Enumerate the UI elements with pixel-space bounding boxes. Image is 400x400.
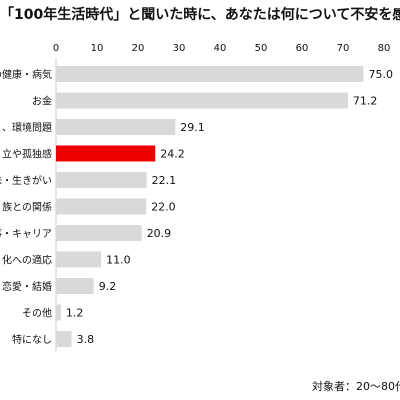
value-label: 1.2 xyxy=(66,307,84,320)
bar xyxy=(56,331,72,347)
value-label: 75.0 xyxy=(369,68,394,81)
bar xyxy=(56,66,364,82)
category-label: 事・キャリア xyxy=(0,227,52,240)
value-label: 11.0 xyxy=(106,254,131,267)
category-label: 化への適応 xyxy=(2,254,52,267)
value-label: 22.0 xyxy=(151,201,176,214)
x-tick-label: 70 xyxy=(337,43,350,54)
x-tick-label: 50 xyxy=(255,43,268,54)
value-label: 9.2 xyxy=(99,280,117,293)
category-label: その他 xyxy=(22,307,52,320)
x-tick-label: 20 xyxy=(132,43,145,54)
value-label: 22.1 xyxy=(152,174,177,187)
value-label: 24.2 xyxy=(160,148,185,161)
x-tick-label: 10 xyxy=(91,43,104,54)
category-label: の健康・病気 xyxy=(0,68,52,81)
value-label: 3.8 xyxy=(77,333,95,346)
category-label: 立や孤独感 xyxy=(2,148,52,161)
category-label: お金 xyxy=(32,95,52,108)
category-label: 、環境問題 xyxy=(2,121,52,134)
bar xyxy=(56,225,142,241)
value-label: 20.9 xyxy=(147,227,172,240)
bar xyxy=(56,198,147,215)
x-tick-label: 0 xyxy=(53,43,59,54)
x-tick-label: 40 xyxy=(214,43,227,54)
bar xyxy=(56,145,156,162)
bar xyxy=(56,251,102,268)
category-label: 味・生きがい xyxy=(0,174,52,187)
bar xyxy=(56,278,94,294)
x-tick-label: 60 xyxy=(296,43,309,54)
value-label: 29.1 xyxy=(180,121,205,134)
value-label: 71.2 xyxy=(353,95,378,108)
chart-title: 「100年生活時代」と聞いた時に、あなたは何について不安を感じ xyxy=(0,7,400,23)
bar xyxy=(56,172,147,188)
category-label: 特になし xyxy=(12,334,52,346)
category-label: 族との関係 xyxy=(2,201,52,214)
respondent-note: 対象者：20〜80代 xyxy=(312,380,400,393)
bar xyxy=(56,92,348,109)
x-tick-label: 80 xyxy=(378,43,391,54)
category-label: 恋愛・結婚 xyxy=(2,280,52,293)
x-tick-label: 30 xyxy=(173,43,186,54)
bar xyxy=(56,119,176,135)
bar xyxy=(56,304,61,321)
